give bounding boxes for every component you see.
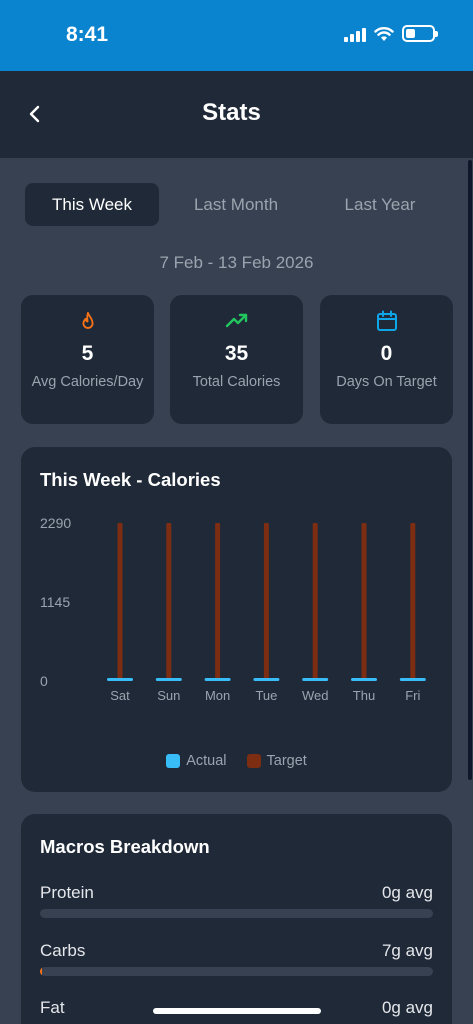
legend-label-actual: Actual	[186, 753, 227, 769]
tab-this-week[interactable]: This Week	[25, 183, 159, 226]
y-tick-label: 1145	[40, 594, 70, 610]
header: Stats	[0, 71, 473, 158]
macro-progress-track	[40, 909, 433, 918]
status-time: 8:41	[66, 23, 109, 46]
calories-chart-card: This Week - Calories 2290 1145 0 Sat Sun Mon T…	[21, 447, 452, 792]
home-indicator[interactable]	[153, 1008, 321, 1014]
macro-name: Fat	[40, 998, 65, 1017]
stat-label: Total Calories	[192, 374, 281, 390]
target-bar	[215, 523, 221, 681]
target-bar	[117, 523, 123, 681]
chart-title: This Week - Calories	[40, 469, 221, 490]
date-range: 7 Feb - 13 Feb 2026	[159, 253, 314, 272]
target-bar	[361, 523, 367, 681]
legend-swatch-target	[246, 754, 261, 768]
actual-bar	[204, 678, 231, 681]
cellular-signal-icon	[344, 26, 366, 42]
actual-bar	[253, 678, 280, 681]
target-bar	[312, 523, 318, 681]
stat-value: 35	[224, 342, 249, 365]
macro-amount: 0g avg	[381, 883, 433, 902]
stat-value: 5	[81, 342, 94, 365]
calories-bar-chart: 2290 1145 0 Sat Sun Mon Tue Wed Thu Fri	[40, 515, 426, 703]
target-bar	[263, 523, 269, 681]
trending-up-icon	[225, 313, 247, 328]
status-icons	[344, 25, 438, 42]
actual-bar	[351, 678, 377, 681]
x-tick-label: Fri	[405, 688, 420, 703]
macro-amount: 0g avg	[381, 998, 433, 1017]
flame-icon	[82, 311, 93, 329]
x-tick-label: Sun	[157, 688, 180, 703]
chart-legend: Actual Target	[21, 753, 452, 769]
scrollbar[interactable]	[468, 160, 472, 780]
legend-swatch-actual	[166, 754, 181, 768]
tab-last-month[interactable]: Last Month	[193, 195, 279, 214]
macro-progress-fill	[40, 967, 43, 976]
stat-label: Days On Target	[336, 374, 437, 390]
macro-name: Carbs	[40, 941, 86, 960]
status-bar: 8:41	[0, 0, 473, 71]
macros-card: Macros Breakdown Protein 0g avg Carbs 7g…	[21, 814, 452, 1024]
macro-progress-track	[40, 967, 433, 976]
period-tabs: This Week Last Month Last Year	[25, 183, 435, 226]
stat-card-days-on-target: 0 Days On Target	[320, 295, 453, 424]
calendar-icon	[376, 310, 397, 331]
actual-bar	[399, 678, 426, 681]
page-title: Stats	[202, 99, 261, 126]
target-bar	[410, 523, 416, 681]
battery-icon	[402, 25, 438, 42]
target-bar	[166, 523, 172, 681]
stat-value: 0	[380, 342, 393, 365]
x-tick-label: Sat	[110, 688, 130, 703]
x-tick-label: Thu	[353, 688, 375, 703]
actual-bar	[302, 678, 329, 681]
tab-last-year[interactable]: Last Year	[344, 195, 416, 214]
x-tick-label: Mon	[205, 688, 230, 703]
legend-item-target: Target	[246, 753, 307, 769]
macro-name: Protein	[40, 883, 94, 902]
legend-item-actual: Actual	[166, 753, 227, 769]
back-button[interactable]	[25, 103, 47, 125]
actual-bar	[155, 678, 182, 681]
y-tick-label: 2290	[40, 515, 71, 531]
stat-card-avg-calories: 5 Avg Calories/Day	[21, 295, 154, 424]
legend-label-target: Target	[266, 753, 307, 769]
x-tick-label: Wed	[302, 688, 329, 703]
macros-title: Macros Breakdown	[40, 836, 210, 857]
stat-card-total-calories: 35 Total Calories	[170, 295, 303, 424]
y-tick-label: 0	[40, 673, 48, 689]
actual-bar	[107, 678, 133, 681]
stat-label: Avg Calories/Day	[31, 374, 144, 390]
wifi-icon	[374, 26, 394, 41]
macro-amount: 7g avg	[381, 941, 433, 960]
x-tick-label: Tue	[255, 688, 277, 703]
